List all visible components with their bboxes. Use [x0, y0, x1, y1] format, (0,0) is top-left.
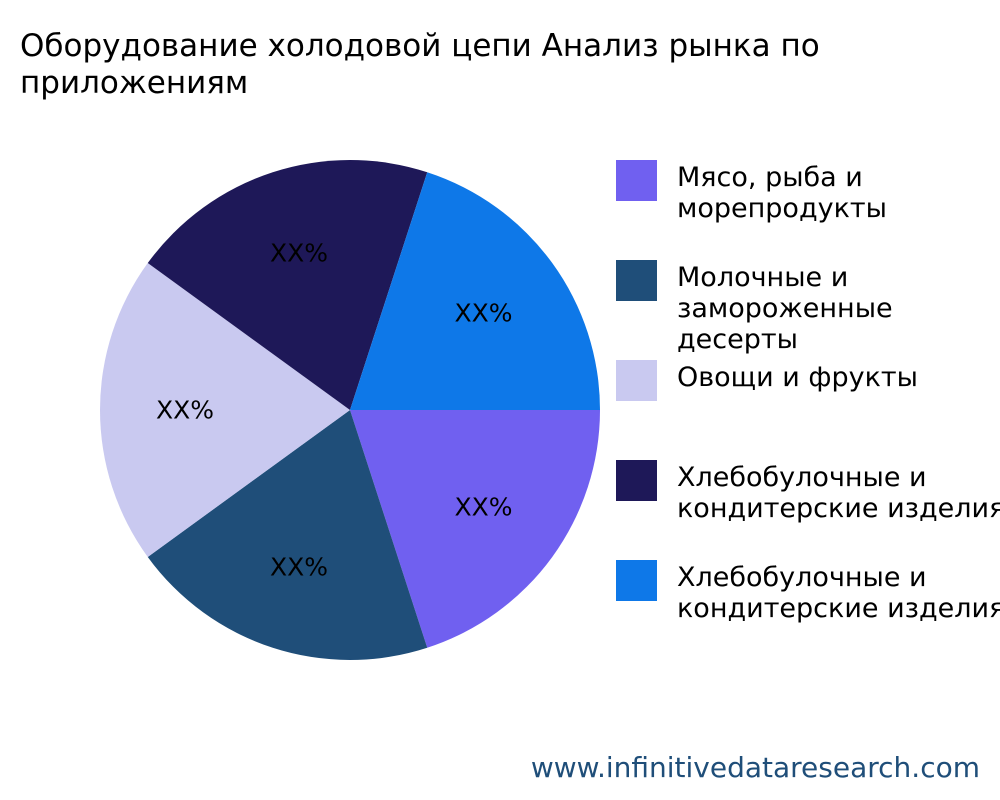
pie-slice: [147, 160, 428, 410]
pie-slice: [147, 410, 428, 660]
legend-item: Овощи и фрукты: [616, 360, 1000, 420]
legend-item: Молочные и замороженные десерты: [616, 260, 1000, 355]
legend-item: Хлебобулочные и кондитерские изделия: [616, 560, 1000, 624]
slice-data-label: XX%: [156, 396, 214, 425]
legend-label: Молочные и замороженные десерты: [677, 262, 893, 355]
pie-slice: [350, 410, 600, 648]
pie-slice: [350, 172, 600, 410]
legend-label: Овощи и фрукты: [677, 362, 918, 393]
slice-data-label: XX%: [270, 239, 328, 268]
legend-label: Хлебобулочные и кондитерские изделия: [677, 462, 1000, 524]
source-watermark: www.infinitivedataresearch.com: [530, 751, 980, 784]
legend-swatch: [616, 260, 657, 301]
legend-item: Мясо, рыба и морепродукты: [616, 160, 1000, 224]
pie-slice: [100, 263, 350, 557]
legend-swatch: [616, 160, 657, 201]
slice-data-label: XX%: [270, 552, 328, 581]
legend-swatch: [616, 360, 657, 401]
slice-data-label: XX%: [454, 299, 512, 328]
slice-data-label: XX%: [454, 493, 512, 522]
legend-swatch: [616, 460, 657, 501]
legend-item: Хлебобулочные и кондитерские изделия: [616, 460, 1000, 524]
legend-label: Мясо, рыба и морепродукты: [677, 162, 887, 224]
chart-title: Оборудование холодовой цепи Анализ рынка…: [20, 28, 820, 101]
legend-label: Хлебобулочные и кондитерские изделия: [677, 562, 1000, 624]
legend-swatch: [616, 560, 657, 601]
chart-legend: Мясо, рыба и морепродукты Молочные и замо…: [616, 160, 1000, 660]
